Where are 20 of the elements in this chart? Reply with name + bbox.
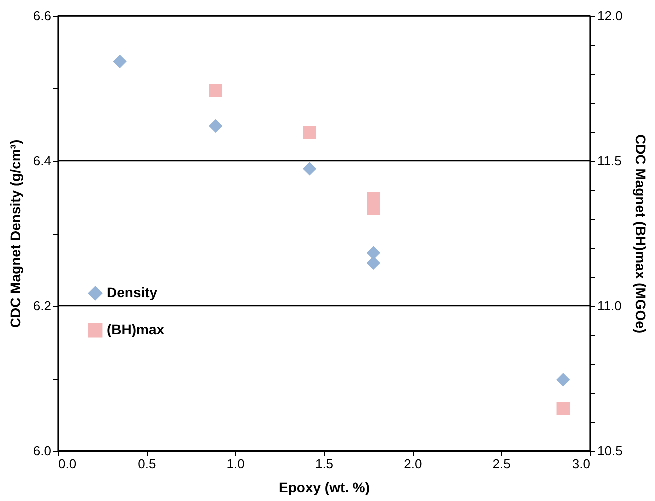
x-tick-label: 2.5 — [492, 456, 511, 472]
y2-tick-label: 11.5 — [598, 154, 622, 168]
x-tick-label: 2.0 — [404, 456, 422, 472]
x-tick-label: 0.0 — [58, 456, 77, 472]
x-tick-label: 1.0 — [226, 456, 245, 472]
y-tick-label: 6.0 — [33, 444, 52, 458]
legend-label: Density — [107, 284, 158, 300]
y2-tick-label: 12.0 — [598, 8, 623, 24]
y-axis-title: CDC Magnet Density (g/cm³) — [7, 140, 24, 328]
x-axis-title: Epoxy (wt. %) — [278, 480, 370, 496]
y2-axis-title: CDC Magnet (BH)max (MGOe) — [632, 134, 649, 334]
y-tick-label: 6.6 — [33, 8, 52, 24]
y-tick-label: 6.4 — [33, 154, 52, 168]
x-tick-label: 1.5 — [315, 456, 334, 472]
y2-tick-label: 11.0 — [598, 298, 622, 314]
x-tick-label: 0.5 — [138, 456, 156, 472]
x-tick-label: 3.0 — [572, 456, 590, 472]
y2-tick-label: 10.5 — [598, 444, 623, 458]
legend-label: (BH)max — [107, 322, 165, 338]
y-tick-label: 6.2 — [33, 298, 52, 314]
